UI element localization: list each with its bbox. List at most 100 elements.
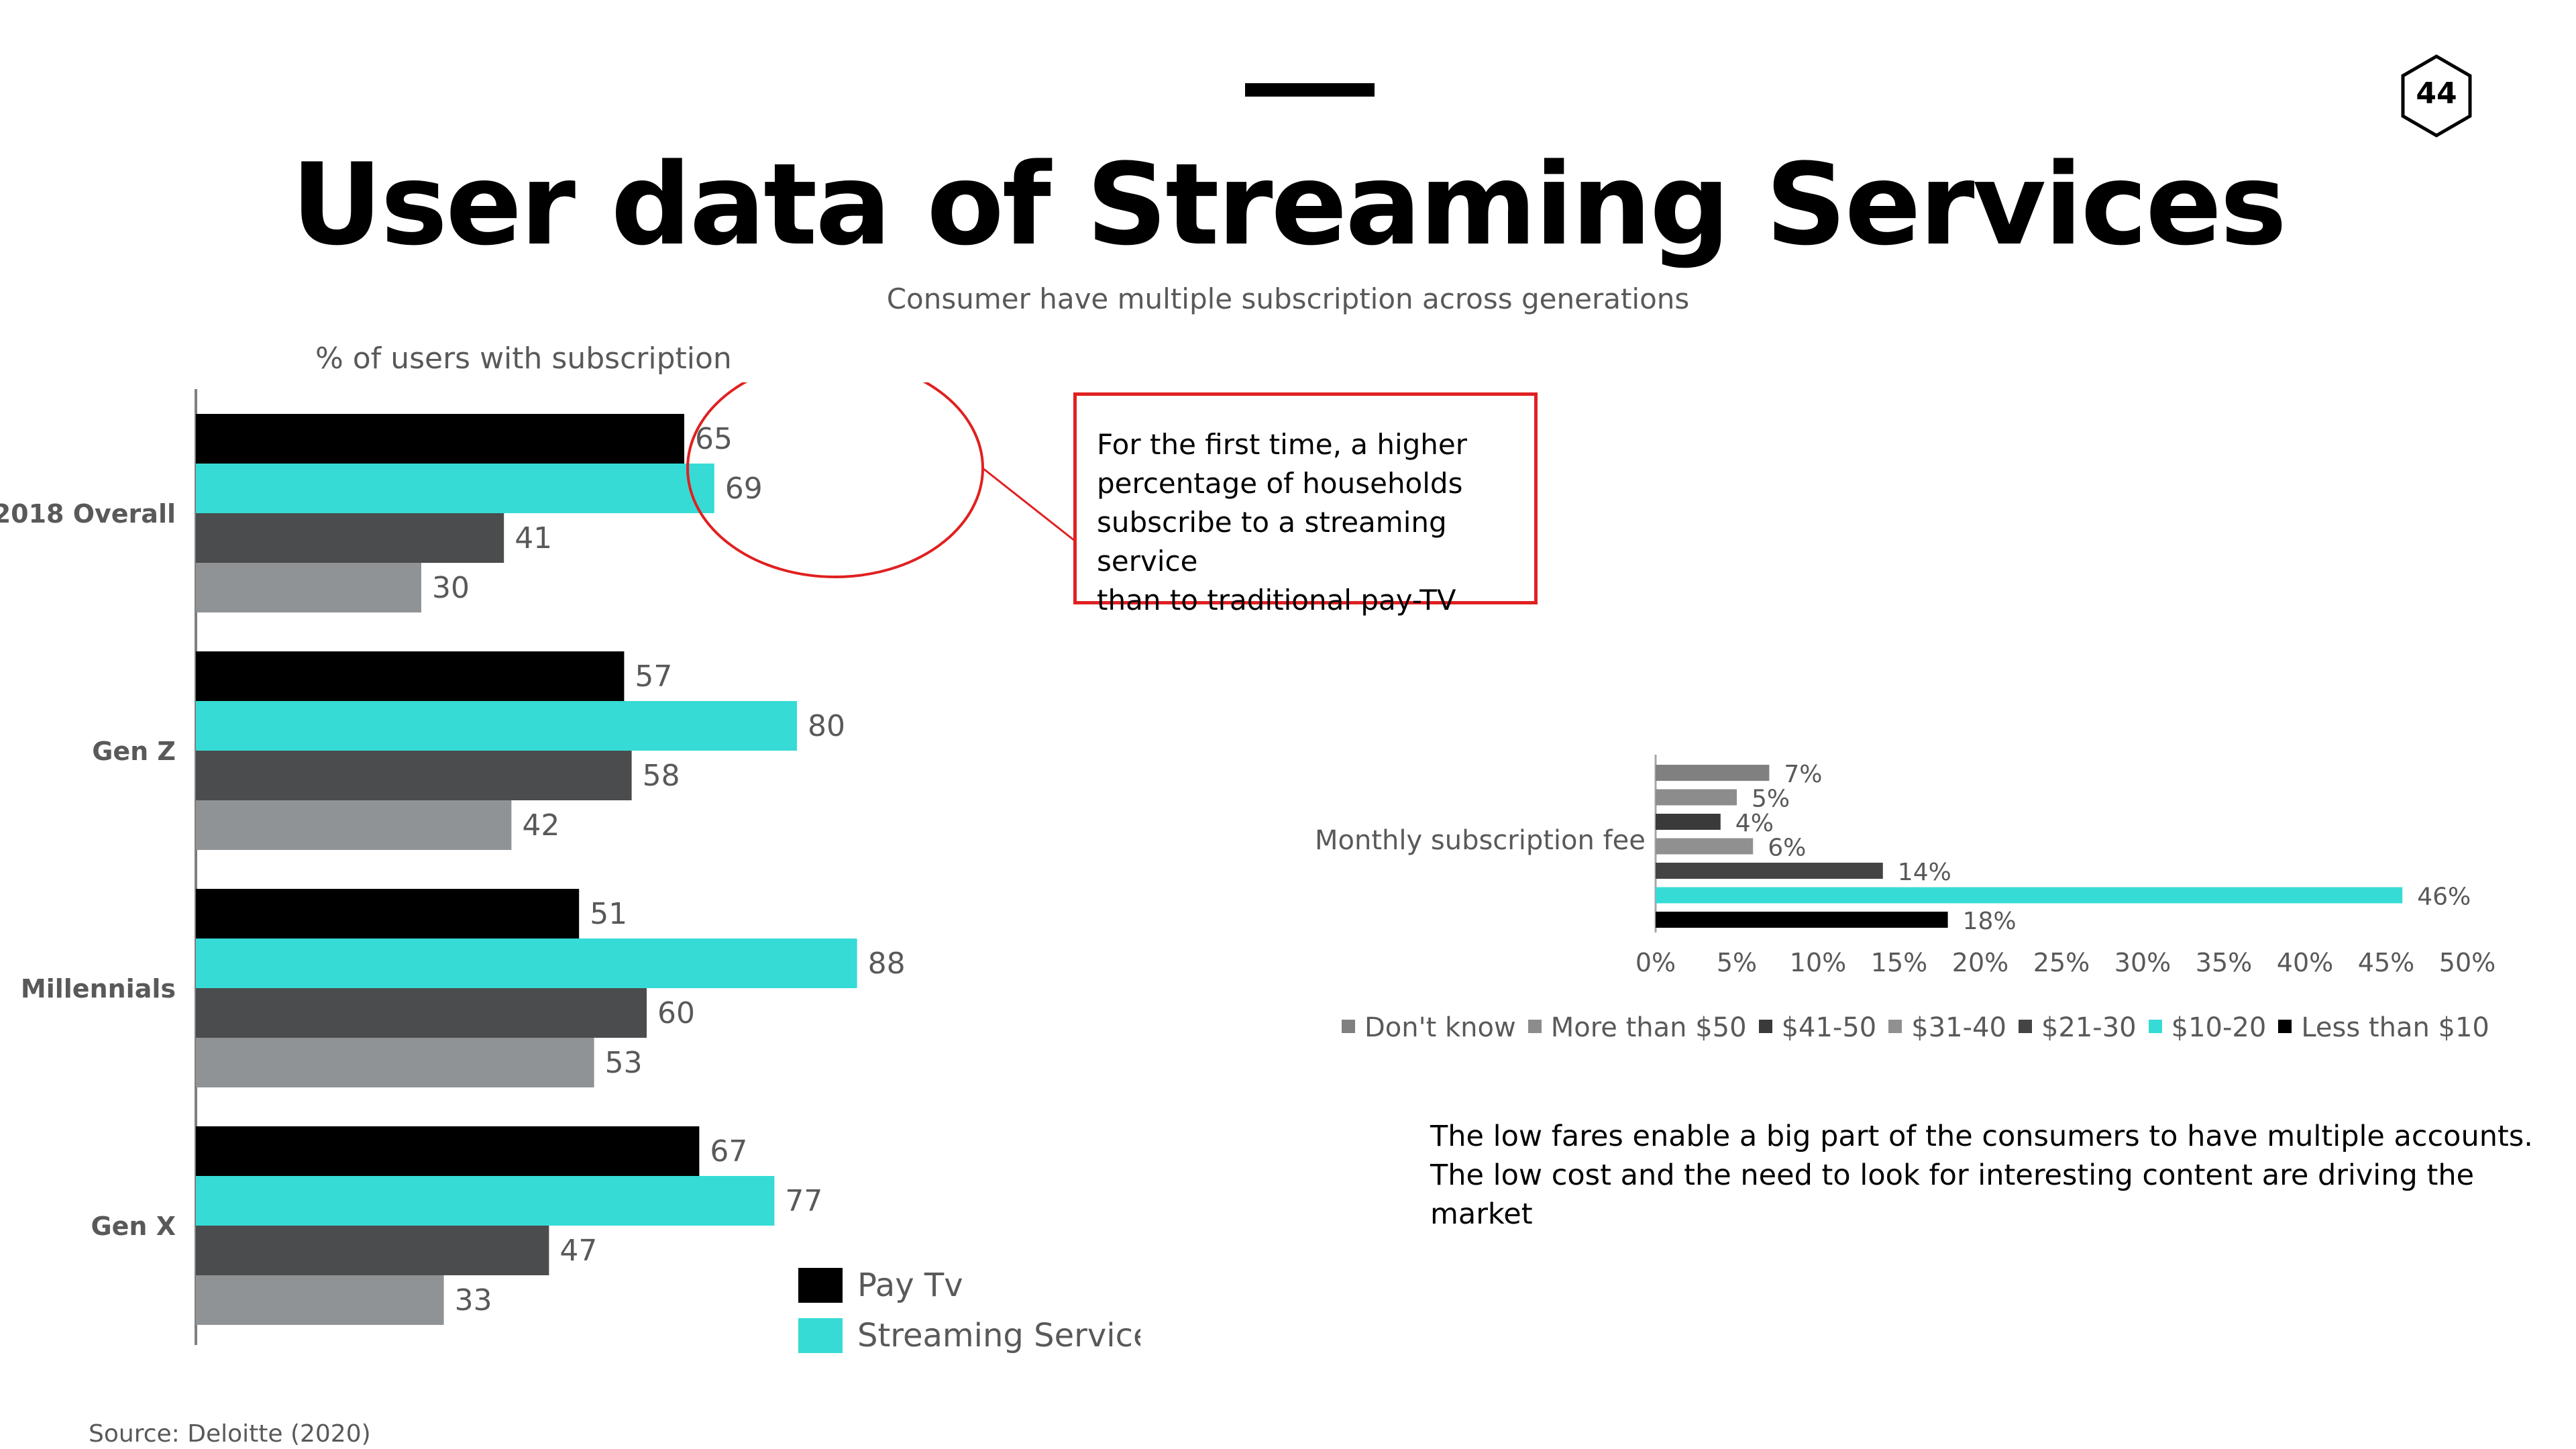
fee-value-label: 46% xyxy=(2417,883,2471,911)
market-note: The low fares enable a big part of the c… xyxy=(1430,1117,2571,1234)
bar xyxy=(196,938,857,988)
bar xyxy=(196,751,632,800)
legend-label: $10-20 xyxy=(2171,1012,2267,1043)
bar xyxy=(196,889,580,938)
fee-chart-title: Monthly subscription fee xyxy=(1315,825,1646,856)
x-tick-label: 5% xyxy=(1717,948,1757,977)
source-citation: Source: Deloitte (2020) xyxy=(89,1420,371,1448)
title-dash xyxy=(1245,83,1375,97)
legend-swatch xyxy=(1342,1020,1355,1033)
x-tick-label: 20% xyxy=(1952,948,2008,977)
callout-line: subscribe to a streaming service xyxy=(1097,506,1447,578)
bar xyxy=(196,1038,594,1087)
fee-bar xyxy=(1656,838,1754,855)
legend-swatch xyxy=(798,1268,843,1303)
fee-value-label: 5% xyxy=(1752,786,1790,813)
bar-value-label: 33 xyxy=(455,1283,492,1318)
bar-value-label: 53 xyxy=(605,1046,643,1080)
fee-bar xyxy=(1656,887,2403,904)
x-tick-label: 45% xyxy=(2358,948,2414,977)
legend-label: Pay Tv xyxy=(857,1267,963,1304)
fee-legend-item: $41-50 xyxy=(1758,1008,1876,1048)
bar-value-label: 47 xyxy=(559,1234,597,1268)
note-line: The low fares enable a big part of the c… xyxy=(1430,1120,2533,1153)
x-tick-label: 25% xyxy=(2033,948,2090,977)
fee-bar xyxy=(1656,912,1948,928)
page-subtitle: Consumer have multiple subscription acro… xyxy=(886,282,1690,315)
legend-swatch xyxy=(2148,1020,2162,1033)
category-label: Millennials xyxy=(21,974,176,1004)
bar xyxy=(196,563,421,612)
x-tick-label: 30% xyxy=(2114,948,2171,977)
x-tick-label: 40% xyxy=(2277,948,2333,977)
fee-bar xyxy=(1656,789,1737,806)
category-label: 2018 Overall xyxy=(0,499,176,529)
bar-value-label: 69 xyxy=(725,472,763,506)
bar-value-label: 58 xyxy=(643,759,680,793)
callout-line: percentage of households xyxy=(1097,467,1463,500)
bar xyxy=(196,651,625,701)
bar xyxy=(196,1226,549,1275)
bar xyxy=(196,701,797,751)
legend-swatch xyxy=(798,1318,843,1353)
bar-chart-title: % of users with subscription xyxy=(315,341,732,376)
fee-value-label: 7% xyxy=(1784,761,1822,788)
legend-label: Streaming Service xyxy=(857,1317,1140,1354)
category-label: Gen Z xyxy=(92,737,176,766)
x-tick-label: 10% xyxy=(1790,948,1846,977)
bar xyxy=(196,1126,700,1176)
bar-value-label: 41 xyxy=(515,521,552,555)
bar-value-label: 60 xyxy=(657,996,695,1030)
legend-swatch xyxy=(1527,1020,1542,1033)
x-tick-label: 0% xyxy=(1635,948,1676,977)
bar xyxy=(196,1275,444,1325)
x-tick-label: 35% xyxy=(2196,948,2252,977)
bar-value-label: 42 xyxy=(522,808,559,843)
page-number-hexagon-icon xyxy=(2401,54,2472,138)
callout-line: For the first time, a higher xyxy=(1097,428,1468,461)
fee-bar xyxy=(1656,765,1770,781)
bar xyxy=(196,414,684,464)
fee-legend-item: $21-30 xyxy=(2018,1008,2137,1048)
page-number: 44 xyxy=(2416,76,2457,111)
legend-swatch xyxy=(2018,1020,2032,1033)
monthly-fee-chart: 7%5%4%6%14%46%18%0% 5% 10% 15% 20% 25% 30% 35% 4… xyxy=(1635,755,2496,977)
callout-box: For the first time, a higher percentage … xyxy=(1073,392,1538,616)
bar xyxy=(196,988,647,1038)
fee-chart-legend: Don't know More than $50 $41-50 $31-40 $21-3… xyxy=(1342,1008,2549,1048)
bar-value-label: 30 xyxy=(432,571,470,605)
fee-legend-item: More than $50 xyxy=(1527,1008,1747,1048)
callout-line: than to traditional pay-TV xyxy=(1097,584,1456,616)
fee-bar xyxy=(1656,863,1883,879)
fee-bar xyxy=(1656,814,1721,830)
x-tick-label: 50% xyxy=(2439,948,2496,977)
bar-value-label: 67 xyxy=(710,1134,747,1169)
generation-subscription-chart: 2018 Overall 65 69 41 30 Gen Z 57 80 58 42 Millenn… xyxy=(0,382,1140,1354)
fee-legend-item: Less than $10 xyxy=(2278,1008,2489,1048)
legend-label: $31-40 xyxy=(1911,1012,2006,1043)
legend-swatch xyxy=(2278,1020,2292,1033)
fee-value-label: 14% xyxy=(1898,859,1951,886)
category-label: Gen X xyxy=(91,1212,176,1241)
bar xyxy=(196,513,504,563)
legend-swatch xyxy=(1758,1020,1772,1033)
legend-label: $21-30 xyxy=(2041,1012,2137,1043)
page-title: User data of Streaming Services xyxy=(290,139,2287,270)
fee-value-label: 18% xyxy=(1963,908,2017,935)
legend-label: More than $50 xyxy=(1550,1012,1747,1043)
legend-swatch xyxy=(1888,1020,1902,1033)
fee-legend-item: $31-40 xyxy=(1888,1008,2006,1048)
bar-value-label: 57 xyxy=(635,659,672,694)
bar-value-label: 51 xyxy=(590,897,627,931)
fee-value-label: 6% xyxy=(1768,835,1806,862)
fee-legend-item: $10-20 xyxy=(2148,1008,2267,1048)
bar-value-label: 80 xyxy=(808,709,845,743)
bar-value-label: 65 xyxy=(695,422,733,456)
bar xyxy=(196,464,714,513)
fee-legend-item: Don't know xyxy=(1342,1008,1516,1048)
note-line: The low cost and the need to look for in… xyxy=(1430,1159,2475,1231)
x-tick-label: 15% xyxy=(1871,948,1927,977)
callout-connector xyxy=(982,467,1075,542)
legend-label: Don't know xyxy=(1364,1012,1516,1043)
bar-value-label: 77 xyxy=(785,1184,822,1218)
